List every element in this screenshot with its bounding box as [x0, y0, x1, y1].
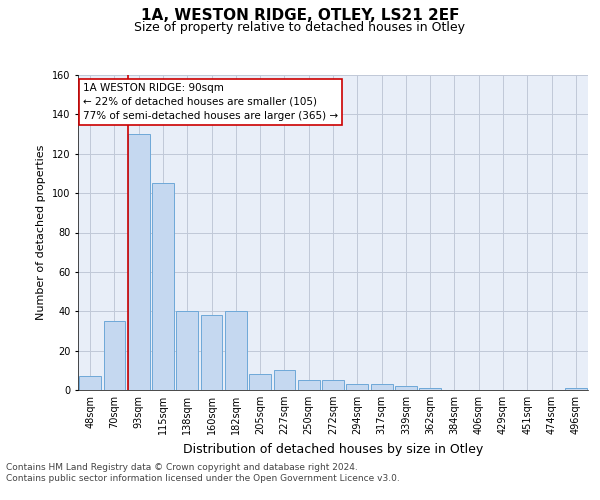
X-axis label: Distribution of detached houses by size in Otley: Distribution of detached houses by size …: [183, 442, 483, 456]
Bar: [322, 380, 344, 390]
Bar: [152, 184, 174, 390]
Bar: [298, 380, 320, 390]
Bar: [79, 376, 101, 390]
Bar: [225, 311, 247, 390]
Bar: [419, 388, 441, 390]
Y-axis label: Number of detached properties: Number of detached properties: [37, 145, 46, 320]
Bar: [249, 374, 271, 390]
Bar: [274, 370, 295, 390]
Text: 1A, WESTON RIDGE, OTLEY, LS21 2EF: 1A, WESTON RIDGE, OTLEY, LS21 2EF: [141, 8, 459, 22]
Text: Size of property relative to detached houses in Otley: Size of property relative to detached ho…: [134, 21, 466, 34]
Bar: [395, 386, 417, 390]
Bar: [371, 384, 392, 390]
Bar: [565, 388, 587, 390]
Bar: [104, 321, 125, 390]
Text: Contains HM Land Registry data © Crown copyright and database right 2024.: Contains HM Land Registry data © Crown c…: [6, 462, 358, 471]
Bar: [128, 134, 149, 390]
Text: 1A WESTON RIDGE: 90sqm
← 22% of detached houses are smaller (105)
77% of semi-de: 1A WESTON RIDGE: 90sqm ← 22% of detached…: [83, 83, 338, 121]
Bar: [346, 384, 368, 390]
Bar: [176, 311, 198, 390]
Text: Contains public sector information licensed under the Open Government Licence v3: Contains public sector information licen…: [6, 474, 400, 483]
Bar: [200, 315, 223, 390]
